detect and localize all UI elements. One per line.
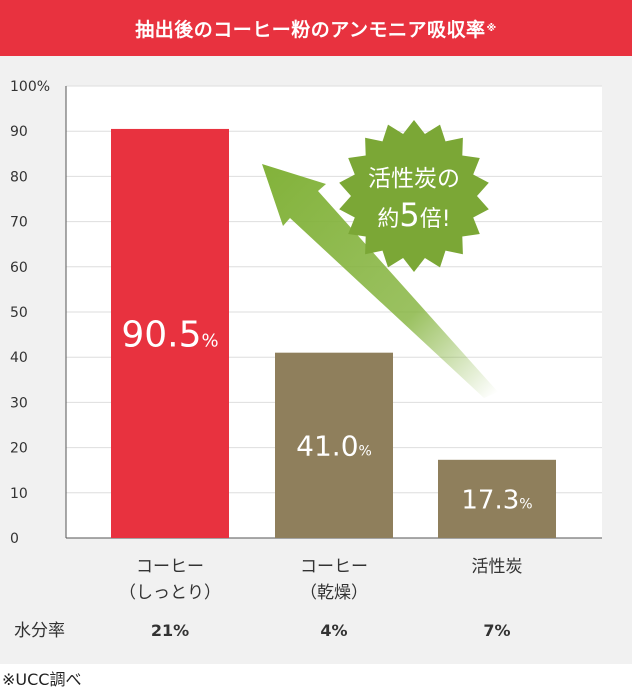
y-tick-label: 80 [10,169,28,185]
bar [111,128,229,538]
chart-title-banner: 抽出後のコーヒー粉のアンモニア吸収率 ※ [0,0,632,56]
badge-text-line1: 活性炭の [368,166,460,192]
x-category-label: （しっとり） [119,583,221,603]
y-tick-label: 60 [10,260,28,276]
moisture-label: 水分率 [14,621,65,641]
chart-title: 抽出後のコーヒー粉のアンモニア吸収率 [135,18,486,41]
bar-value-label: 17.3% [461,485,532,515]
moisture-value: 21% [151,621,189,640]
title-footnote-mark: ※ [486,22,497,34]
y-tick-label: 50 [10,305,28,321]
y-tick-label: 10 [10,486,28,502]
footnote: ※UCC調べ [2,670,82,689]
moisture-value: 4% [320,621,347,640]
chart-panel: 0 10 20 30 40 50 60 70 80 90 100% 90.5% 41.0% 17.3% コー… [0,56,632,664]
bar [438,459,556,538]
starburst-badge [339,120,489,272]
x-category-label: コーヒー [136,557,204,577]
x-category-label: 活性炭 [472,557,523,577]
x-category-label: コーヒー [300,557,368,577]
y-tick-label: 40 [10,350,28,366]
moisture-value: 7% [483,621,510,640]
y-tick-label: 0 [10,531,19,547]
bar [275,352,393,538]
bar-value-label: 90.5% [121,314,218,355]
growth-arrow [262,164,498,398]
y-tick-label: 30 [10,395,28,411]
x-category-label: （乾燥） [300,583,368,603]
bar-chart: 0 10 20 30 40 50 60 70 80 90 100% 90.5% 41.0% 17.3% コー… [10,79,602,641]
y-tick-label: 90 [10,124,28,140]
y-tick-label: 100% [10,79,50,95]
y-tick-label: 70 [10,215,28,231]
y-tick-label: 20 [10,441,28,457]
bar-value-label: 41.0% [296,429,372,462]
badge-text-line2: 約5倍! [377,196,450,234]
